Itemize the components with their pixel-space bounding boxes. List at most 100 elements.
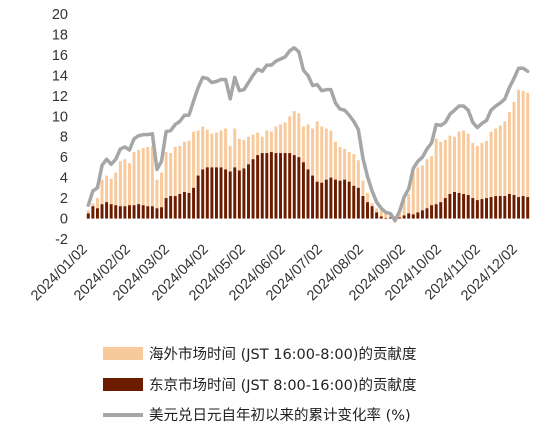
tokyo-bar	[411, 214, 415, 219]
tokyo-bar	[366, 202, 369, 219]
tokyo-bar	[210, 167, 214, 219]
tokyo-bar	[384, 218, 388, 220]
tokyo-bar	[480, 199, 484, 219]
tokyo-bar	[430, 205, 434, 219]
tokyo-bar	[398, 217, 402, 219]
overseas-bar	[398, 212, 402, 219]
tokyo-bar	[311, 175, 315, 219]
y-tick-label: 6	[60, 150, 68, 166]
overseas-bar	[485, 140, 488, 219]
tokyo-bar	[219, 167, 223, 219]
overseas-bar	[123, 159, 127, 219]
tokyo-bar	[471, 198, 475, 219]
legend-label-cumulative: 美元兑日元自年初以来的累计变化率 (%)	[149, 407, 411, 424]
overseas-bar	[407, 194, 411, 219]
tokyo-bar	[205, 167, 209, 219]
overseas-bar	[494, 128, 498, 219]
tokyo-bar	[173, 196, 177, 219]
overseas-bar	[100, 179, 104, 219]
tokyo-bar	[498, 196, 502, 219]
overseas-bar	[517, 89, 521, 219]
overseas-bar	[169, 153, 173, 219]
tokyo-bar	[526, 197, 530, 219]
y-tick-label: 20	[52, 7, 68, 23]
overseas-bar	[192, 131, 196, 219]
overseas-bar	[315, 121, 319, 219]
overseas-bar	[416, 167, 420, 219]
overseas-bar	[512, 101, 516, 219]
tokyo-bar	[118, 206, 122, 219]
tokyo-bar	[297, 157, 301, 219]
tokyo-bar	[164, 198, 168, 219]
tokyo-bar	[425, 208, 429, 219]
tokyo-bar	[242, 168, 246, 219]
overseas-bar	[187, 140, 191, 219]
tokyo-bar	[178, 194, 182, 219]
overseas-bar	[434, 138, 438, 219]
y-tick-label: 12	[52, 89, 68, 105]
y-axis: -2 0 2 4 6 8 10 12 14 16 18 20	[52, 7, 68, 248]
tokyo-bar	[256, 155, 260, 219]
y-tick-label: 14	[52, 68, 68, 84]
tokyo-bar	[439, 202, 443, 219]
tokyo-bar	[379, 216, 383, 219]
overseas-bar	[498, 125, 502, 219]
tokyo-bar	[141, 205, 145, 219]
overseas-bar	[173, 146, 177, 219]
overseas-bar	[329, 130, 333, 219]
tokyo-bar	[100, 204, 104, 219]
overseas-bar	[384, 212, 388, 219]
tokyo-bar	[361, 196, 365, 219]
overseas-bar	[462, 130, 466, 219]
tokyo-bars	[86, 152, 530, 220]
overseas-bar	[521, 90, 525, 219]
tokyo-bar	[105, 202, 109, 219]
tokyo-bar	[269, 152, 273, 219]
tokyo-bar	[128, 205, 131, 219]
tokyo-bar	[462, 194, 466, 219]
y-tick-label: 16	[52, 48, 68, 64]
tokyo-bar	[443, 198, 447, 219]
tokyo-bar	[86, 213, 90, 219]
tokyo-bar	[292, 155, 296, 219]
tokyo-bar	[315, 181, 319, 219]
tokyo-bar	[457, 192, 461, 219]
overseas-bar	[105, 175, 109, 219]
overseas-bar	[160, 172, 163, 219]
y-tick-label: 10	[52, 109, 68, 125]
overseas-bar	[311, 128, 315, 219]
tokyo-bar	[512, 195, 516, 219]
tokyo-bar	[416, 212, 420, 219]
y-tick-label: 18	[52, 27, 68, 43]
cumulative-line-group	[86, 46, 530, 223]
tokyo-bar	[283, 153, 287, 219]
tokyo-bar	[306, 169, 310, 219]
tokyo-bar	[475, 200, 479, 219]
tokyo-bar	[466, 195, 470, 219]
tokyo-bar	[352, 185, 356, 219]
cumulative-change-line	[86, 46, 530, 223]
overseas-bar	[430, 156, 434, 219]
overseas-bar	[155, 179, 159, 219]
tokyo-bar	[160, 207, 163, 219]
tokyo-bar	[517, 197, 521, 219]
tokyo-bar	[407, 213, 411, 219]
tokyo-bar	[347, 181, 351, 219]
tokyo-bar	[485, 198, 488, 219]
tokyo-bar	[494, 196, 498, 219]
tokyo-bar	[196, 175, 200, 219]
tokyo-bar	[260, 153, 264, 219]
tokyo-bar	[453, 191, 456, 219]
overseas-bar	[411, 172, 415, 219]
tokyo-bar	[114, 205, 118, 219]
tokyo-bar	[233, 167, 237, 219]
tokyo-bar	[507, 194, 511, 219]
tokyo-bar	[489, 197, 493, 219]
tokyo-bar	[301, 162, 305, 219]
tokyo-bar	[329, 177, 333, 219]
tokyo-bar	[137, 204, 141, 219]
legend-swatch-tokyo	[103, 378, 143, 391]
overseas-bar	[324, 128, 328, 219]
overseas-bar	[526, 92, 530, 219]
overseas-bar	[453, 136, 456, 219]
